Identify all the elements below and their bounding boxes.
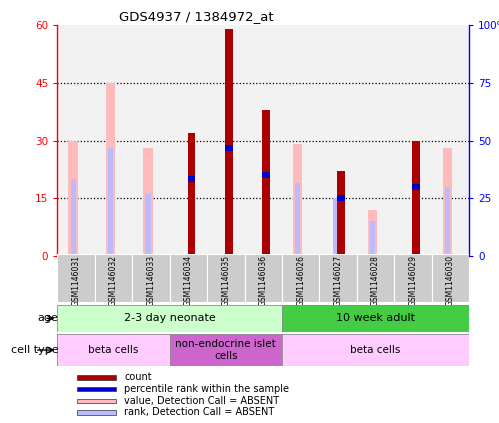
Bar xyxy=(68,141,78,256)
Bar xyxy=(262,110,270,256)
Bar xyxy=(332,198,338,256)
Text: GSM1146031: GSM1146031 xyxy=(71,255,81,306)
Text: percentile rank within the sample: percentile rank within the sample xyxy=(124,384,289,394)
Bar xyxy=(443,148,452,256)
Bar xyxy=(170,254,207,302)
Text: GSM1146030: GSM1146030 xyxy=(446,255,455,306)
Text: GSM1146034: GSM1146034 xyxy=(184,255,193,306)
Bar xyxy=(245,254,282,302)
Bar xyxy=(77,375,116,379)
Bar xyxy=(225,146,233,151)
Text: 10 week adult: 10 week adult xyxy=(336,313,415,323)
Bar xyxy=(357,25,394,256)
Bar xyxy=(77,410,116,415)
Bar xyxy=(445,187,450,256)
Text: non-endocrine islet
cells: non-endocrine islet cells xyxy=(176,339,276,361)
Text: GSM1146026: GSM1146026 xyxy=(296,255,305,306)
Bar xyxy=(225,29,233,256)
Bar xyxy=(108,148,113,256)
Bar xyxy=(370,221,375,256)
Bar xyxy=(170,334,282,366)
Text: beta cells: beta cells xyxy=(88,345,139,355)
Bar xyxy=(95,25,132,256)
Bar xyxy=(170,25,207,256)
Bar xyxy=(70,179,76,256)
Bar xyxy=(394,25,432,256)
Bar xyxy=(368,210,377,256)
Text: GSM1146033: GSM1146033 xyxy=(146,255,156,306)
Bar xyxy=(282,25,319,256)
Text: GDS4937 / 1384972_at: GDS4937 / 1384972_at xyxy=(119,10,274,23)
Bar xyxy=(282,254,319,302)
Bar xyxy=(57,305,282,332)
Bar xyxy=(293,145,302,256)
Bar xyxy=(412,141,420,256)
Bar xyxy=(319,254,357,302)
Bar xyxy=(207,254,245,302)
Bar xyxy=(57,254,95,302)
Text: GSM1146032: GSM1146032 xyxy=(109,255,118,306)
Text: 2-3 day neonate: 2-3 day neonate xyxy=(124,313,216,323)
Bar xyxy=(145,195,151,256)
Bar xyxy=(282,334,469,366)
Bar xyxy=(319,25,357,256)
Bar xyxy=(57,334,170,366)
Bar xyxy=(132,25,170,256)
Bar xyxy=(188,133,195,256)
Bar xyxy=(262,172,270,178)
Bar xyxy=(132,254,170,302)
Bar xyxy=(77,387,116,391)
Bar xyxy=(337,195,345,201)
Bar xyxy=(295,183,300,256)
Bar xyxy=(95,254,132,302)
Text: GSM1146035: GSM1146035 xyxy=(221,255,231,306)
Text: GSM1146036: GSM1146036 xyxy=(258,255,268,306)
Bar xyxy=(394,254,432,302)
Bar xyxy=(106,83,115,256)
Text: value, Detection Call = ABSENT: value, Detection Call = ABSENT xyxy=(124,396,279,406)
Bar xyxy=(282,305,469,332)
Bar xyxy=(57,25,95,256)
Text: age: age xyxy=(37,313,58,323)
Text: GSM1146027: GSM1146027 xyxy=(333,255,343,306)
Bar xyxy=(412,184,420,190)
Text: cell type: cell type xyxy=(10,345,58,355)
Text: beta cells: beta cells xyxy=(350,345,401,355)
Bar xyxy=(357,254,394,302)
Bar xyxy=(432,254,469,302)
Bar xyxy=(207,25,245,256)
Text: count: count xyxy=(124,372,152,382)
Bar xyxy=(77,398,116,403)
Text: GSM1146028: GSM1146028 xyxy=(371,255,380,306)
Text: rank, Detection Call = ABSENT: rank, Detection Call = ABSENT xyxy=(124,407,274,418)
Bar xyxy=(188,176,195,182)
Bar xyxy=(337,171,345,256)
Bar xyxy=(432,25,469,256)
Text: GSM1146029: GSM1146029 xyxy=(408,255,418,306)
Bar xyxy=(143,148,153,256)
Bar xyxy=(245,25,282,256)
